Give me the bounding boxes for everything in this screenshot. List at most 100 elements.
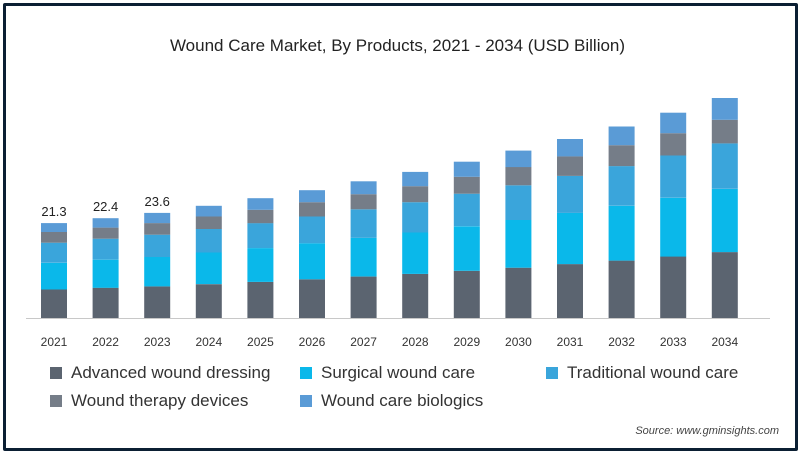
x-tick-label: 2030 xyxy=(505,335,532,349)
bar-segment xyxy=(402,202,429,233)
bar-segment xyxy=(660,112,687,134)
bar-segment xyxy=(557,139,583,157)
bar-segment xyxy=(660,256,687,318)
bar-segment xyxy=(247,281,274,318)
bar-segment xyxy=(247,223,274,248)
x-tick-label: 2021 xyxy=(41,335,68,349)
bar-total-label: 22.4 xyxy=(93,199,118,214)
x-tick-label: 2027 xyxy=(350,335,377,349)
x-tick-label: 2026 xyxy=(299,335,326,349)
bar-segment xyxy=(402,232,429,274)
legend-swatch xyxy=(50,367,62,379)
x-tick-label: 2032 xyxy=(608,335,635,349)
bar-segment xyxy=(402,186,429,203)
bar-segment xyxy=(247,209,274,224)
bar-segment xyxy=(299,190,325,203)
legend-item-surgical-wound-care: Surgical wound care xyxy=(300,363,475,383)
legend-item-advanced-wound-dressing: Advanced wound dressing xyxy=(50,363,270,383)
bar-segment xyxy=(660,155,687,198)
bar-segment xyxy=(608,126,635,146)
bar-segment xyxy=(608,260,635,318)
bar-segment xyxy=(41,289,67,318)
bar-segment xyxy=(299,202,325,217)
bar-segment xyxy=(453,193,480,227)
x-tick-label: 2028 xyxy=(402,335,429,349)
legend-item-traditional-wound-care: Traditional wound care xyxy=(546,363,738,383)
bar-segment xyxy=(92,218,119,228)
bar-segment xyxy=(557,175,583,213)
bar-segment xyxy=(92,287,119,318)
bar-segment xyxy=(299,243,325,280)
bar-segment xyxy=(41,262,67,290)
bar-segment xyxy=(299,279,325,318)
legend-item-wound-therapy-devices: Wound therapy devices xyxy=(50,391,248,411)
legend-label: Surgical wound care xyxy=(321,363,476,382)
x-tick-label: 2024 xyxy=(195,335,222,349)
bar-segment xyxy=(505,267,532,318)
legend-swatch xyxy=(546,367,558,379)
x-tick-label: 2034 xyxy=(711,335,738,349)
bar-segment xyxy=(195,205,222,217)
bar-segment xyxy=(350,181,377,195)
bar-segment xyxy=(711,252,738,318)
bar-segment xyxy=(144,257,171,287)
x-tick-label: 2031 xyxy=(557,335,584,349)
bar-segment xyxy=(505,150,532,168)
bar-segment xyxy=(144,286,171,318)
bar-segment xyxy=(195,284,222,318)
legend-swatch xyxy=(50,395,62,407)
legend-label: Traditional wound care xyxy=(567,363,739,382)
legend-label: Wound care biologics xyxy=(321,391,484,410)
bar-segment xyxy=(453,161,480,177)
legend-label: Wound therapy devices xyxy=(71,391,249,410)
bar-segment xyxy=(505,220,532,268)
x-tick-label: 2023 xyxy=(144,335,171,349)
bar-segment xyxy=(505,167,532,186)
bar-segment xyxy=(92,227,119,239)
bar-segment xyxy=(608,145,635,167)
bar-segment xyxy=(350,237,377,277)
bar-segment xyxy=(557,264,583,318)
bar-segment xyxy=(608,205,635,261)
bar-segment xyxy=(557,156,583,176)
bar-total-label: 21.3 xyxy=(41,204,66,219)
bar-segment xyxy=(608,166,635,206)
bar-segment xyxy=(41,242,67,263)
bar-segment xyxy=(92,238,119,260)
bar-segment xyxy=(660,197,687,257)
bar-segment xyxy=(144,212,171,224)
legend-swatch xyxy=(300,395,312,407)
x-tick-label: 2033 xyxy=(660,335,687,349)
bar-segment xyxy=(350,194,377,210)
bar-segment xyxy=(453,270,480,318)
bar-segment xyxy=(41,223,67,232)
x-tick-label: 2029 xyxy=(453,335,480,349)
chart-title: Wound Care Market, By Products, 2021 - 2… xyxy=(169,36,626,55)
source-note: Source: www.gminsights.com xyxy=(635,425,779,437)
bar-segment xyxy=(402,171,429,187)
bar-segment xyxy=(453,176,480,194)
bar-segment xyxy=(195,252,222,285)
bar-segment xyxy=(247,198,274,210)
bar-segment xyxy=(92,259,119,288)
bar-segment xyxy=(195,216,222,229)
legend-swatch xyxy=(300,367,312,379)
bar-segment xyxy=(453,226,480,271)
bar-segment xyxy=(247,248,274,282)
x-tick-label: 2022 xyxy=(92,335,119,349)
bar-segment xyxy=(557,212,583,265)
legend-item-wound-care-biologics: Wound care biologics xyxy=(300,391,483,411)
bar-segment xyxy=(711,143,738,189)
bar-segment xyxy=(711,188,738,253)
bar-segment xyxy=(711,119,738,144)
bar-segment xyxy=(350,209,377,238)
bar-segment xyxy=(350,276,377,318)
bar-segment xyxy=(402,273,429,318)
x-tick-label: 2025 xyxy=(247,335,274,349)
bar-total-label: 23.6 xyxy=(145,194,170,209)
bar-segment xyxy=(195,228,222,253)
legend-label: Advanced wound dressing xyxy=(71,363,271,382)
bar-segment xyxy=(144,234,171,257)
bar-segment xyxy=(299,216,325,244)
